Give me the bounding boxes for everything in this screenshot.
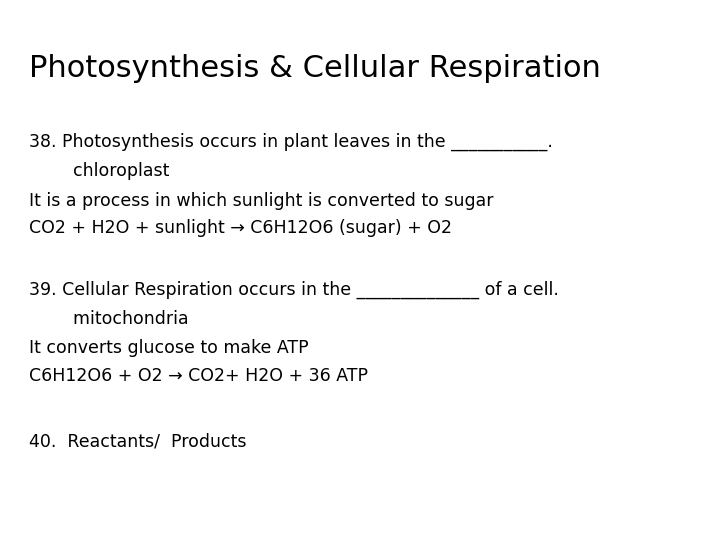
Text: C6H12O6 + O2 → CO2+ H2O + 36 ATP: C6H12O6 + O2 → CO2+ H2O + 36 ATP <box>29 367 368 385</box>
Text: 39. Cellular Respiration occurs in the ______________ of a cell.: 39. Cellular Respiration occurs in the _… <box>29 281 559 299</box>
Text: chloroplast: chloroplast <box>29 162 169 180</box>
Text: It converts glucose to make ATP: It converts glucose to make ATP <box>29 339 308 357</box>
Text: Photosynthesis & Cellular Respiration: Photosynthesis & Cellular Respiration <box>29 54 600 83</box>
Text: mitochondria: mitochondria <box>29 310 189 328</box>
Text: 38. Photosynthesis occurs in plant leaves in the ___________.: 38. Photosynthesis occurs in plant leave… <box>29 132 553 151</box>
Text: It is a process in which sunlight is converted to sugar: It is a process in which sunlight is con… <box>29 192 493 210</box>
Text: 40.  Reactants/  Products: 40. Reactants/ Products <box>29 432 246 450</box>
Text: CO2 + H2O + sunlight → C6H12O6 (sugar) + O2: CO2 + H2O + sunlight → C6H12O6 (sugar) +… <box>29 219 452 237</box>
